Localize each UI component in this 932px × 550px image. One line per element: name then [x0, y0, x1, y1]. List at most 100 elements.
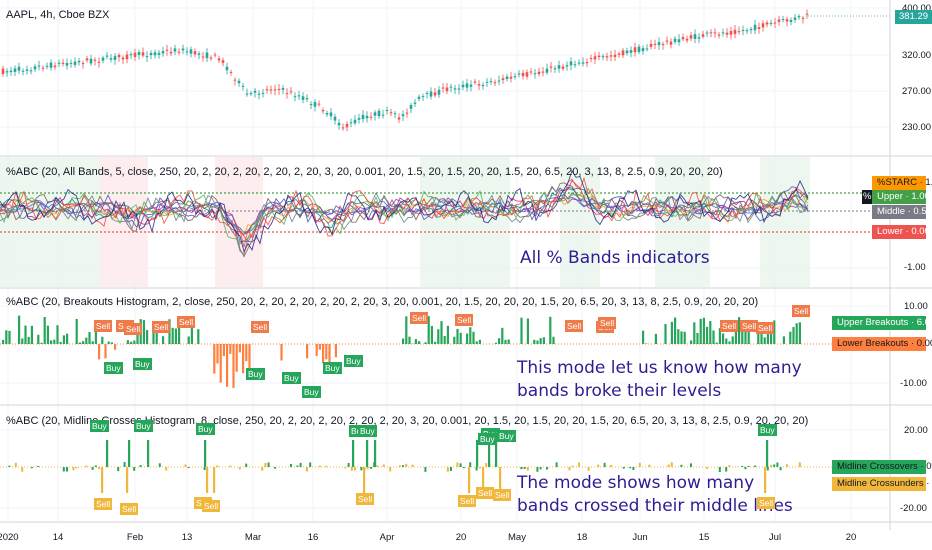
- candle: [37, 65, 41, 67]
- candle: [653, 43, 657, 45]
- band-lines: [0, 169, 890, 258]
- crossunder-spike: [126, 467, 129, 493]
- candle: [785, 19, 789, 22]
- candle: [149, 52, 153, 56]
- candle: [573, 64, 577, 66]
- upper-breakout-bar: [539, 338, 542, 344]
- candle: [781, 19, 785, 21]
- candle: [657, 42, 661, 46]
- midline-small-bar: [469, 462, 472, 467]
- midline-small-bar: [37, 465, 40, 467]
- upper-breakout-bar: [418, 341, 421, 344]
- candle: [737, 31, 741, 33]
- upper-breakout-bar: [738, 317, 741, 344]
- background-zones: [0, 157, 810, 287]
- upper-breakout-bar: [683, 331, 686, 344]
- candle: [513, 76, 517, 78]
- candle: [677, 39, 681, 43]
- candle: [753, 24, 757, 31]
- upper-breakout-bar: [501, 327, 504, 344]
- candle: [557, 65, 561, 69]
- lower-breakout-bar: [322, 344, 325, 364]
- candle: [569, 61, 573, 66]
- candle: [769, 22, 773, 24]
- candle: [645, 48, 649, 50]
- candle: [597, 55, 601, 58]
- upper-breakout-bar: [133, 340, 136, 344]
- candle: [461, 84, 465, 88]
- sell-signal-label: Sell: [251, 321, 270, 333]
- midline-small-bar: [98, 467, 100, 470]
- sell-signal-label: Sell: [202, 500, 221, 512]
- candle: [309, 104, 313, 106]
- candle: [77, 60, 81, 63]
- upper-breakout-bar: [520, 317, 523, 344]
- candle: [317, 103, 321, 105]
- upper-breakout-bar: [466, 333, 469, 344]
- candle: [93, 59, 97, 61]
- midline-small-bar: [680, 464, 683, 467]
- midline-small-bar: [203, 467, 206, 471]
- candle: [545, 68, 549, 73]
- candle: [401, 114, 405, 117]
- midline-small-bar: [539, 467, 542, 470]
- midline-small-bar: [366, 467, 369, 469]
- midline-small-bar: [667, 464, 670, 467]
- midline-small-bar: [344, 467, 347, 469]
- midline-small-bar: [786, 464, 788, 467]
- midline-small-bar: [165, 467, 168, 471]
- upper-breakout-bar: [126, 340, 129, 344]
- candle: [381, 114, 385, 116]
- time-axis-label: 20: [455, 532, 467, 543]
- candle: [497, 80, 501, 82]
- lower-breakout-bar: [216, 344, 219, 364]
- candle: [101, 57, 105, 61]
- bands-indicator-title[interactable]: %ABC (20, All Bands, 5, close, 250, 20, …: [6, 166, 723, 178]
- breakouts-indicator-title[interactable]: %ABC (20, Breakouts Histogram, 2, close,…: [6, 296, 759, 308]
- candle: [365, 115, 369, 119]
- symbol-title[interactable]: AAPL, 4h, Cboe BZX: [6, 9, 110, 21]
- crossover-spike: [352, 440, 355, 467]
- sell-signal-label: Sell: [476, 487, 495, 499]
- band-tag: %STARC · 1.29: [872, 176, 932, 190]
- upper-breakout-bar: [795, 323, 798, 344]
- candle: [213, 54, 217, 56]
- candle: [613, 54, 617, 57]
- breakouts-annotation-line-2: bands broke their levels: [517, 381, 722, 401]
- buy-signal-label: Buy: [302, 386, 321, 398]
- breakouts-tick: -10.00: [900, 378, 927, 389]
- upper-breakout-bar: [130, 341, 133, 344]
- lower-breakout-bar: [232, 344, 235, 388]
- candle: [765, 22, 769, 25]
- midline-small-bar: [446, 467, 449, 472]
- candle: [13, 68, 17, 72]
- candle: [105, 55, 109, 57]
- candle: [169, 51, 173, 54]
- time-axis-label: 20: [845, 532, 857, 543]
- upper-breakout-bar: [725, 338, 728, 344]
- candle: [541, 71, 545, 73]
- sell-signal-label: Sell: [493, 489, 512, 501]
- upper-breakout-bar: [690, 340, 693, 344]
- sell-signal-label: Sell: [757, 497, 776, 509]
- candle: [685, 38, 689, 41]
- lower-breakout-bar: [306, 344, 309, 359]
- candle: [489, 81, 493, 83]
- upper-breakout-bar: [18, 315, 21, 344]
- buy-signal-label: Buy: [323, 362, 342, 374]
- candle: [797, 16, 801, 18]
- midline-indicator-title[interactable]: %ABC (20, Midline Crosses Histogram, 8, …: [6, 415, 809, 427]
- upper-breakout-bar: [107, 341, 110, 344]
- candle: [577, 62, 581, 64]
- sell-signal-label: Sell: [792, 305, 811, 317]
- upper-breakout-bar: [789, 331, 792, 344]
- last-price-label: 381.29: [895, 10, 932, 24]
- lower-breakout-bar: [242, 344, 245, 374]
- sell-signal-label: Sell: [177, 316, 196, 328]
- lower-breakout-bar: [229, 344, 232, 354]
- midline-small-bar: [766, 467, 769, 471]
- time-axis-label: 2020: [0, 532, 19, 543]
- candle: [209, 57, 213, 59]
- upper-breakout-bar: [456, 328, 459, 344]
